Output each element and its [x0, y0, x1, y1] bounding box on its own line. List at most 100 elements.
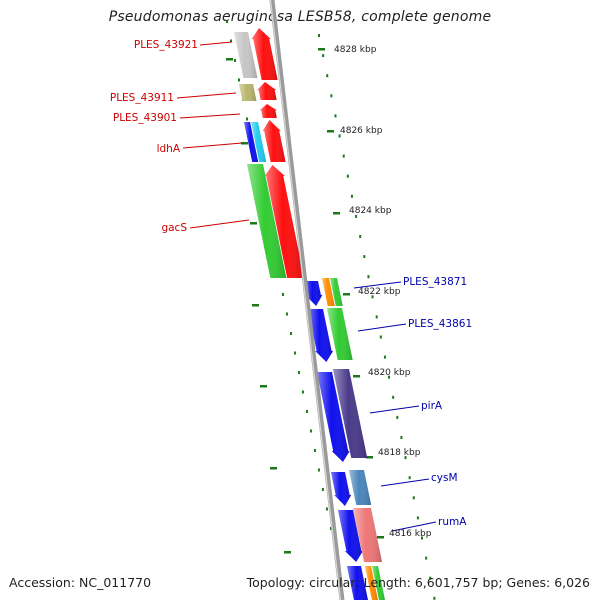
leader-line-right — [357, 323, 407, 332]
gene-shade — [234, 32, 258, 78]
tick-dot — [313, 449, 316, 452]
tick-dot — [346, 174, 349, 178]
leader-line-left — [182, 142, 243, 149]
gene-shade — [251, 28, 278, 80]
tick-dot — [305, 410, 308, 413]
tick-dot — [388, 375, 391, 379]
gene-shade — [251, 122, 267, 162]
gene-green — [372, 566, 385, 600]
tick-dot — [412, 496, 415, 500]
gene-shade — [247, 164, 287, 278]
gene-label-left: PLES_43921 — [134, 39, 198, 51]
tick-dot — [285, 312, 288, 316]
backbone-line — [269, 0, 345, 600]
gene-shade — [239, 84, 257, 101]
tick-dot — [404, 456, 407, 460]
leader-line-left — [179, 113, 241, 119]
tick-dot — [318, 34, 320, 37]
tick-dot — [237, 78, 240, 82]
tick-dot — [334, 114, 337, 118]
tick-dot — [416, 516, 419, 520]
tick-dot — [326, 74, 329, 78]
gene-shade — [331, 472, 352, 506]
gene-blue — [331, 472, 352, 506]
gene-shade — [322, 278, 335, 306]
gene-PLES_43871-orange — [322, 278, 335, 306]
gene-PLES_43921 — [234, 32, 258, 78]
backbone-track — [269, 0, 345, 600]
genome-summary: Topology: circular; Length: 6,601,757 bp… — [246, 575, 590, 590]
tick-dot — [359, 235, 362, 238]
gene-blue — [347, 566, 368, 600]
tick-dot — [229, 39, 232, 43]
major-tick-left — [252, 304, 259, 307]
leader-line-right — [391, 521, 437, 532]
major-tick-left — [226, 58, 233, 61]
gene-shade — [338, 510, 363, 562]
tick-dot — [400, 436, 403, 439]
leader-line-left — [189, 219, 250, 229]
tick-dot — [301, 390, 304, 394]
major-tick-left — [250, 222, 257, 225]
kbp-label: 4818 kbp — [378, 448, 421, 458]
tick-dot — [325, 507, 328, 511]
major-tick-left — [270, 467, 277, 470]
tick-dot — [425, 556, 428, 560]
tick-dot — [371, 295, 374, 299]
tick-dot — [297, 371, 300, 374]
gene-orange — [365, 566, 378, 600]
gene-label-right: PLES_43861 — [408, 318, 472, 330]
tick-dot — [309, 429, 312, 433]
major-tick-left — [284, 551, 291, 554]
gene-cysM — [349, 470, 372, 505]
leader-line-left — [199, 41, 233, 46]
major-tick-right — [333, 212, 340, 215]
tick-dot — [350, 194, 353, 198]
major-tick-right — [327, 130, 334, 133]
gene-pirA — [333, 369, 368, 458]
backbone-highlight — [269, 0, 342, 600]
gene-red — [257, 82, 277, 100]
tick-dot — [342, 154, 345, 158]
tick-dot — [421, 536, 424, 540]
tick-dot — [281, 293, 284, 296]
kbp-label: 4826 kbp — [340, 126, 383, 136]
gene-shade — [262, 120, 286, 162]
gene-label-left: PLES_43911 — [110, 92, 174, 104]
leader-line-right — [353, 281, 402, 289]
major-tick-left — [260, 385, 267, 388]
tick-dot — [289, 332, 292, 335]
gene-label-right: pirA — [421, 400, 443, 412]
kbp-label: 4824 kbp — [349, 206, 392, 216]
gene-shade — [304, 281, 323, 306]
kbp-labels: 4828 kbp 4826 kbp 4824 kbp 4822 kbp 4820… — [334, 45, 432, 539]
gene-label-left: gacS — [161, 222, 187, 234]
gene-shade — [349, 470, 372, 505]
major-tick-right — [343, 293, 350, 296]
accession-text: Accession: NC_011770 — [9, 575, 152, 590]
gene-label-right: rumA — [438, 516, 467, 528]
gene-ldhA-blue — [244, 122, 259, 162]
label-leader-lines — [176, 41, 437, 532]
gene-ldhA-cyan — [251, 122, 267, 162]
kbp-label: 4820 kbp — [368, 368, 411, 378]
tick-dot — [233, 59, 236, 62]
tick-dot — [245, 117, 248, 121]
leader-line-right — [380, 478, 430, 487]
gene-PLES_43911 — [239, 84, 257, 101]
gene-label-right: cysM — [431, 472, 458, 484]
tick-dot — [429, 576, 432, 580]
gene-shade — [308, 309, 334, 362]
gene-shade — [264, 165, 305, 278]
gene-red — [259, 104, 277, 118]
tick-dot — [392, 395, 395, 399]
gene-label-left: PLES_43901 — [113, 112, 177, 124]
tick-dot — [367, 275, 370, 279]
tick-dot — [329, 527, 332, 530]
leader-line-left — [176, 92, 237, 99]
gene-shade — [330, 278, 343, 306]
gene-shade — [257, 82, 277, 100]
gene-rumA — [353, 508, 383, 562]
major-tick-right — [366, 456, 373, 459]
tick-dot — [226, 20, 228, 23]
